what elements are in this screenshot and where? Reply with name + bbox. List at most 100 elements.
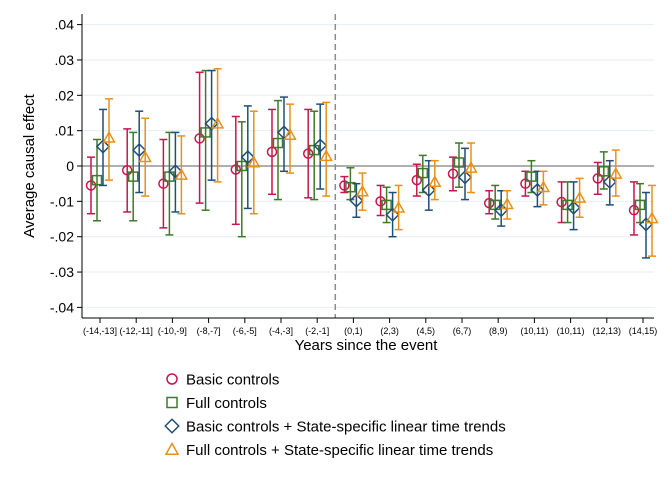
legend-label: Full controls + State-specific linear ti… [186,442,493,459]
y-tick-label: .01 [55,123,75,139]
data-point [247,155,261,168]
legend-marker [164,441,180,456]
data-point [536,180,551,193]
legend-marker [166,373,178,385]
data-point [453,157,465,168]
legend-label: Basic controls [186,372,279,389]
y-tick-label: -.02 [50,229,74,245]
data-point [210,116,225,129]
x-tick-label: (-4,-3] [269,326,293,336]
data-point [526,171,537,182]
x-tick-label: (2,3) [380,326,399,336]
x-tick-label: (0,1) [344,326,363,336]
x-tick-label: (-12,-11] [120,326,153,336]
legend-item-full_trends: Full controls + State-specific linear ti… [164,441,493,459]
data-point [349,193,364,208]
data-point [91,174,103,186]
x-tick-label: (6,7) [453,326,472,336]
x-tick-label: (10,11) [520,326,548,336]
data-point [230,164,242,175]
data-point [355,184,370,197]
data-point [272,137,284,149]
data-point [302,148,314,159]
data-point [598,166,610,177]
x-tick-label: (12,13) [593,326,622,336]
data-point [566,200,581,215]
y-tick-label: 0 [66,158,74,174]
series-full_trends [102,68,659,257]
y-tick-label: .03 [55,52,75,68]
data-point [391,200,406,213]
data-point [240,150,255,165]
data-point [483,197,495,209]
data-point [520,178,531,189]
legend-marker [166,396,178,409]
data-point [447,168,459,180]
legend-label: Basic controls + State-specific linear t… [186,419,506,436]
series-full [91,69,646,238]
data-point [276,125,292,140]
grid-layer [82,24,654,308]
data-point [421,182,436,198]
legend-item-full: Full controls [166,395,267,412]
data-point [530,182,545,198]
series-basic [85,71,640,236]
y-tick-label: -.04 [50,299,74,315]
data-point [411,174,423,186]
data-point [381,199,392,211]
data-point [464,160,478,173]
data-point [132,142,147,158]
data-point [645,211,659,224]
data-point [194,133,205,144]
x-tick-label: (14,15) [629,326,658,336]
marks-layer [85,68,659,259]
legend-item-basic_trends: Basic controls + State-specific linear t… [164,418,506,436]
x-axis-label: Years since the event [295,337,439,354]
x-tick-label: (-14,-13] [83,326,117,336]
legend: Basic controls Full controls Basic control… [164,372,506,459]
axis-layer: .04.03.02.010-.01-.02-.03-.04(-14,-13] (-… [50,14,657,336]
data-point [592,173,604,184]
data-point [313,138,328,153]
x-tick-label: (8,9) [489,326,508,336]
data-point [556,196,567,208]
data-point [174,167,189,180]
data-point [500,197,514,210]
y-tick-label: -.03 [50,264,74,280]
x-tick-label: (10,11) [557,326,585,336]
data-point [375,196,386,207]
x-tick-label: (-6,-5] [233,326,257,336]
data-point [417,167,429,179]
data-point [428,174,442,187]
data-point [236,160,248,172]
y-tick-label: .02 [55,87,75,103]
data-point [628,204,640,216]
legend-label: Full controls [186,395,267,412]
legend-marker [164,418,180,434]
data-point [168,164,183,179]
data-point [127,171,139,182]
data-point [121,164,133,176]
legend-item-basic: Basic controls [166,372,279,389]
x-tick-label: (-10,-9] [158,326,187,336]
data-point [138,150,152,163]
data-point [158,178,169,189]
x-tick-label: (-2,-1] [305,326,329,336]
data-point [345,181,356,193]
data-point [602,174,617,190]
data-point [339,180,350,191]
data-point [85,180,97,191]
data-point [457,170,473,185]
data-point [283,127,297,140]
data-point [572,190,587,203]
data-point [95,139,111,154]
x-tick-label: (4,5) [417,326,436,336]
data-point [319,149,333,162]
data-point [609,166,623,179]
x-tick-label: (-8,-7] [197,326,221,336]
data-point [102,130,116,143]
data-point [200,127,211,138]
y-axis-label: Average causal effect [21,93,38,238]
y-tick-label: .04 [55,17,75,33]
